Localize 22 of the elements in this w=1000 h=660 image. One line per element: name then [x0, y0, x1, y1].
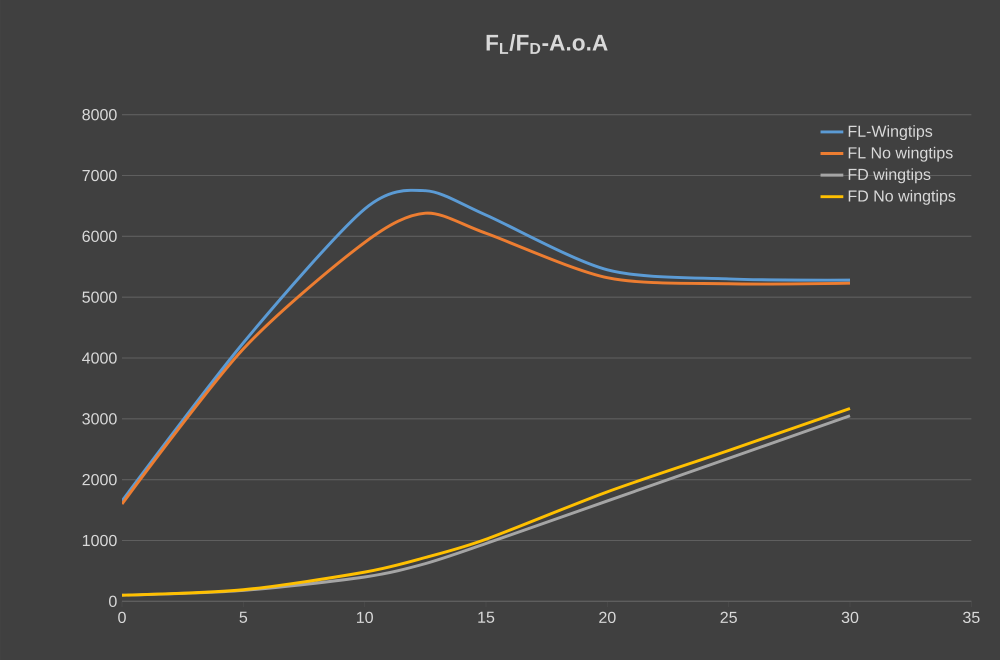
y-tick-label: 4000 [82, 352, 117, 364]
x-tick-label: 35 [963, 612, 980, 624]
legend-label: FL No wingtips [848, 146, 953, 162]
y-tick-label: 0 [109, 596, 117, 607]
x-tick-label: 0 [118, 612, 126, 624]
y-tick-label: 3000 [82, 413, 117, 424]
x-tick-label: 5 [240, 612, 248, 623]
y-tick-label: 1000 [82, 534, 117, 546]
x-tick-label: 25 [720, 612, 737, 624]
legend-label: FD wingtips [848, 168, 930, 184]
x-tick-label: 10 [356, 612, 373, 624]
chart-title: F$_{L}$/F$_{D}$-A.o.A [486, 34, 608, 54]
x-tick-label: 20 [599, 612, 616, 624]
x-tick-label: 15 [478, 612, 494, 623]
y-tick-label: 6000 [82, 230, 117, 242]
y-tick-label: 2000 [82, 474, 117, 486]
y-tick-label: 5000 [82, 292, 117, 303]
legend-label: FL-Wingtips [848, 125, 932, 140]
y-tick-label: 7000 [82, 170, 117, 182]
y-tick-label: 8000 [82, 109, 117, 120]
x-tick-label: 30 [842, 612, 858, 624]
legend-label: FD No wingtips [848, 190, 956, 205]
